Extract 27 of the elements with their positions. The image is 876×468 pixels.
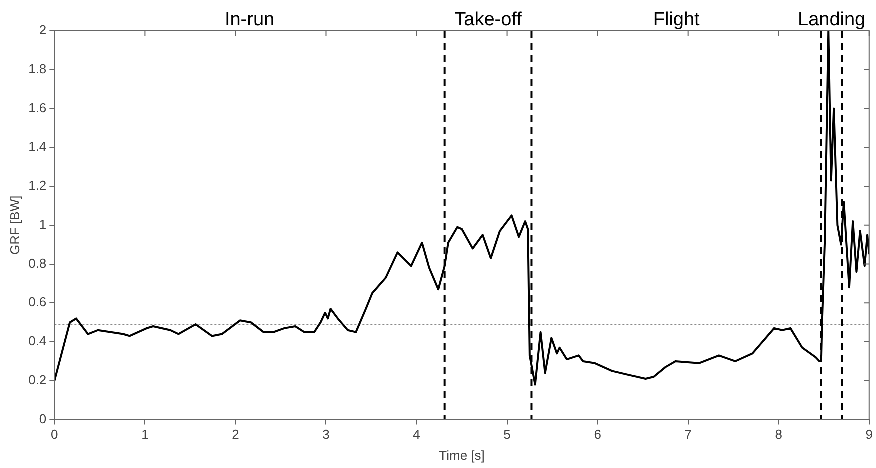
text: In-run bbox=[224, 10, 275, 31]
text: Flight bbox=[653, 10, 701, 31]
y-axis-title: GRF [BW] bbox=[7, 196, 22, 256]
y-tick-label: 0.4 bbox=[28, 334, 47, 349]
x-tick-label: 0 bbox=[51, 427, 58, 442]
text: Landing bbox=[798, 10, 866, 31]
y-tick-label: 1.2 bbox=[28, 178, 47, 194]
x-tick-label: 8 bbox=[775, 427, 782, 442]
x-tick-label: 5 bbox=[504, 427, 511, 442]
y-tick-label: 1.8 bbox=[28, 61, 47, 76]
x-tick-label: 9 bbox=[866, 427, 873, 442]
x-tick-label: 7 bbox=[684, 427, 692, 442]
x-tick-label: 6 bbox=[594, 427, 602, 442]
x-tick-label: 4 bbox=[413, 427, 420, 442]
text: Take-off bbox=[454, 10, 523, 31]
y-tick-label: 0.2 bbox=[28, 372, 47, 388]
y-tick-label: 1.4 bbox=[28, 139, 47, 154]
y-tick-label: 0.8 bbox=[28, 256, 47, 271]
x-tick-label: 3 bbox=[322, 427, 330, 442]
y-tick-label: 0 bbox=[39, 411, 47, 426]
y-tick-label: 0.6 bbox=[28, 294, 47, 310]
y-tick-label: 1 bbox=[39, 216, 47, 232]
y-tick-label: 1.6 bbox=[28, 100, 47, 116]
x-tick-label: 2 bbox=[232, 427, 240, 442]
x-tick-label: 1 bbox=[142, 427, 149, 442]
x-axis-title: Time [s] bbox=[439, 448, 485, 463]
y-tick-label: 2 bbox=[39, 22, 47, 38]
